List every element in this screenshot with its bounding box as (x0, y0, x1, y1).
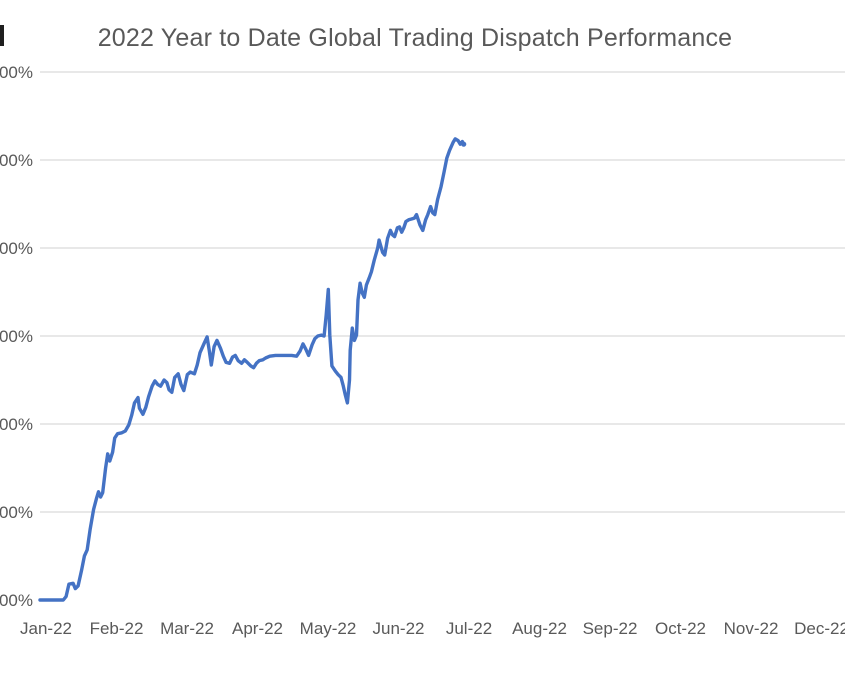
y-axis-label: 00% (0, 151, 33, 170)
x-axis-label: Oct-22 (655, 619, 706, 638)
x-axis-label: Feb-22 (90, 619, 144, 638)
y-axis-label: 00% (0, 239, 33, 258)
x-axis-label: Aug-22 (512, 619, 567, 638)
y-axis-label: 00% (0, 503, 33, 522)
y-axis-label: 00% (0, 591, 33, 610)
x-axis-label: May-22 (300, 619, 357, 638)
line-end-marker (461, 141, 467, 147)
x-axis-label: Nov-22 (724, 619, 779, 638)
x-axis-label: Jan-22 (20, 619, 72, 638)
x-axis-label: Jun-22 (373, 619, 425, 638)
y-axis-label: 00% (0, 63, 33, 82)
y-axis-label: 00% (0, 327, 33, 346)
performance-line (38, 137, 466, 602)
x-axis-label: Dec-22 (794, 619, 845, 638)
y-axis-label: 00% (0, 415, 33, 434)
x-axis-label: Apr-22 (232, 619, 283, 638)
chart-title: 2022 Year to Date Global Trading Dispatc… (97, 24, 733, 52)
x-axis-label: Jul-22 (446, 619, 492, 638)
x-axis-label: Mar-22 (160, 619, 214, 638)
x-axis-label: Sep-22 (583, 619, 638, 638)
clipped-edge-artifact (0, 25, 4, 46)
